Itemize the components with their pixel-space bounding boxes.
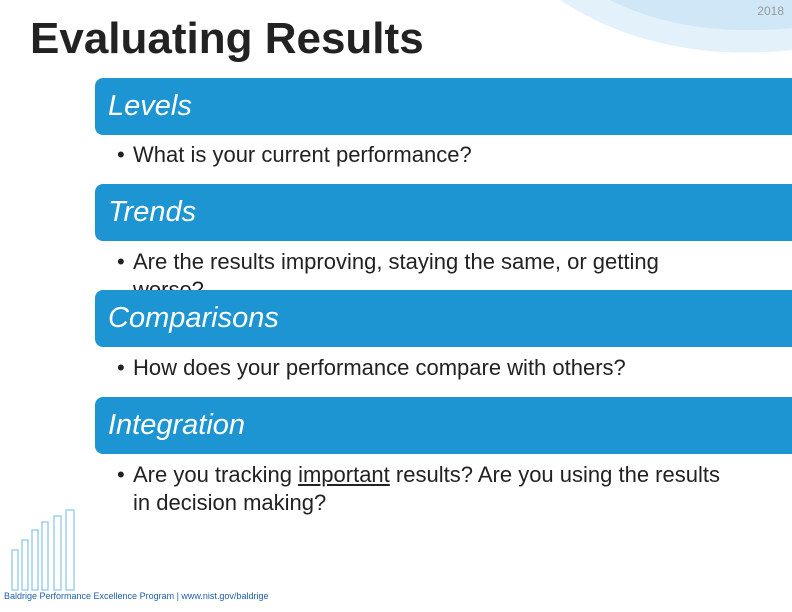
year: 2018: [757, 4, 784, 18]
bullet-text: How does your performance compare with o…: [133, 355, 626, 380]
bullet-text: results? Are you using the results in de…: [133, 462, 720, 515]
bullet: How does your performance compare with o…: [117, 354, 773, 382]
bullet-text-underlined: important: [298, 462, 390, 487]
bullet-text: Are the results improving, staying the s…: [133, 249, 659, 302]
section-heading: Levels: [95, 78, 792, 135]
bullet: Are you tracking important results? Are …: [117, 461, 733, 517]
bars-icon: [11, 509, 75, 591]
section-heading: Trends: [95, 184, 792, 241]
bullet: What is your current performance?: [117, 141, 733, 169]
bullet-text: What is your current performance?: [133, 142, 472, 167]
wave: [610, 0, 792, 31]
section-heading: Comparisons: [95, 290, 792, 347]
bullet: Are the results improving, staying the s…: [117, 248, 733, 304]
footer: Baldrige Performance Excellence Program …: [4, 591, 269, 601]
section-heading: Integration: [95, 397, 792, 454]
title: Evaluating Results: [30, 14, 424, 63]
bullet-text: Are you tracking: [133, 462, 299, 487]
